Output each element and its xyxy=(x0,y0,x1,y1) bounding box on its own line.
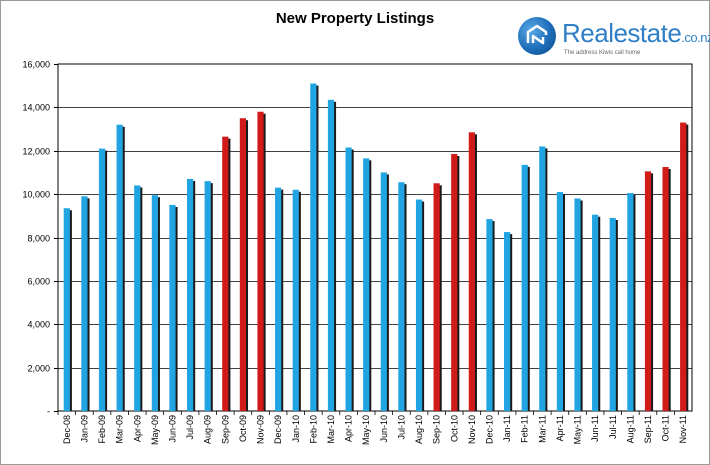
bar xyxy=(204,181,211,411)
bar xyxy=(222,136,229,411)
y-tick-label: 12,000 xyxy=(22,147,50,157)
bar xyxy=(380,172,387,411)
x-tick-label: Jan-11 xyxy=(502,415,512,442)
bar xyxy=(63,208,70,411)
bar xyxy=(486,219,493,411)
x-tick-label: Dec-10 xyxy=(484,415,494,444)
bar xyxy=(644,171,652,411)
bar xyxy=(503,232,511,411)
x-tick-label: Nov-09 xyxy=(256,415,266,444)
x-tick-label: Sep-09 xyxy=(220,415,230,444)
bar xyxy=(521,164,528,411)
bar xyxy=(468,132,475,412)
bar xyxy=(592,214,599,411)
x-tick-label: Sep-10 xyxy=(432,415,442,444)
bar xyxy=(627,193,634,411)
x-tick-label: May-11 xyxy=(573,415,583,444)
bar xyxy=(186,178,194,411)
x-tick-label: Jan-09 xyxy=(79,415,89,443)
x-tick-label: Feb-10 xyxy=(308,415,318,444)
x-tick-label: Jan-10 xyxy=(291,415,301,443)
x-tick-label: Jul-10 xyxy=(396,415,406,440)
bar xyxy=(257,111,264,412)
bar xyxy=(151,195,158,411)
logo-wordmark: Realestate.co.nz xyxy=(562,18,710,49)
y-tick-label: 10,000 xyxy=(22,190,50,200)
y-tick-label: 8,000 xyxy=(27,234,50,244)
y-tick-label: - xyxy=(47,407,50,417)
x-tick-label: May-10 xyxy=(361,415,371,445)
logo-domain-suffix: .co.nz xyxy=(681,30,710,45)
x-tick-label: Dec-08 xyxy=(62,415,72,444)
x-tick-label: Nov-11 xyxy=(678,415,688,443)
bar xyxy=(239,118,247,411)
bar xyxy=(363,158,370,411)
chart-title: New Property Listings xyxy=(275,10,435,27)
x-tick-label: Apr-09 xyxy=(132,415,142,442)
bar xyxy=(398,182,405,411)
bar xyxy=(134,185,141,411)
bar xyxy=(574,198,581,411)
bar xyxy=(433,183,440,411)
x-tick-label: Mar-11 xyxy=(537,415,547,443)
x-tick-label: Mar-09 xyxy=(115,415,125,444)
bar xyxy=(609,217,616,411)
x-tick-label: Feb-11 xyxy=(520,415,530,443)
x-tick-label: Jun-09 xyxy=(167,415,177,443)
x-tick-label: Feb-09 xyxy=(97,415,107,444)
x-tick-label: Jun-10 xyxy=(379,415,389,443)
logo-tagline: The address Kiwis call home xyxy=(564,50,641,56)
bar xyxy=(556,191,564,411)
bar xyxy=(292,189,299,411)
bar xyxy=(662,167,669,411)
bar xyxy=(327,99,335,412)
x-tick-label: Sep-11 xyxy=(643,415,653,443)
bar xyxy=(345,147,352,411)
x-tick-label: Aug-10 xyxy=(414,415,424,444)
y-tick-label: 2,000 xyxy=(27,364,50,374)
bar xyxy=(116,124,123,411)
bar xyxy=(539,146,546,411)
x-tick-label: Jul-09 xyxy=(185,415,195,440)
bar xyxy=(680,122,687,412)
bar xyxy=(451,154,458,412)
x-tick-label: Nov-10 xyxy=(467,415,477,444)
x-tick-label: Oct-11 xyxy=(661,415,671,441)
y-tick-label: 14,000 xyxy=(22,103,50,113)
x-tick-label: Apr-11 xyxy=(555,415,565,441)
x-tick-label: Dec-09 xyxy=(273,415,283,444)
bar xyxy=(81,196,88,411)
x-tick-label: Oct-10 xyxy=(449,415,459,442)
bar xyxy=(98,148,106,412)
x-tick-label: Jul-11 xyxy=(608,415,618,439)
realestate-logo: Realestate.co.nz The address Kiwis call … xyxy=(518,14,710,60)
x-tick-label: Mar-10 xyxy=(326,415,336,444)
x-tick-label: Oct-09 xyxy=(238,415,248,442)
x-tick-label: Aug-09 xyxy=(203,415,213,444)
logo-house-icon xyxy=(518,17,556,55)
bar xyxy=(415,199,423,411)
bar xyxy=(275,187,282,411)
y-tick-label: 6,000 xyxy=(27,277,50,287)
x-tick-label: Apr-10 xyxy=(344,415,354,442)
x-tick-label: Aug-11 xyxy=(625,415,635,443)
bar xyxy=(169,204,176,411)
y-tick-label: 16,000 xyxy=(22,60,50,70)
bar xyxy=(310,83,317,412)
x-tick-label: May-09 xyxy=(150,415,160,445)
x-tick-label: Jun-11 xyxy=(590,415,600,442)
y-tick-label: 4,000 xyxy=(27,320,50,330)
